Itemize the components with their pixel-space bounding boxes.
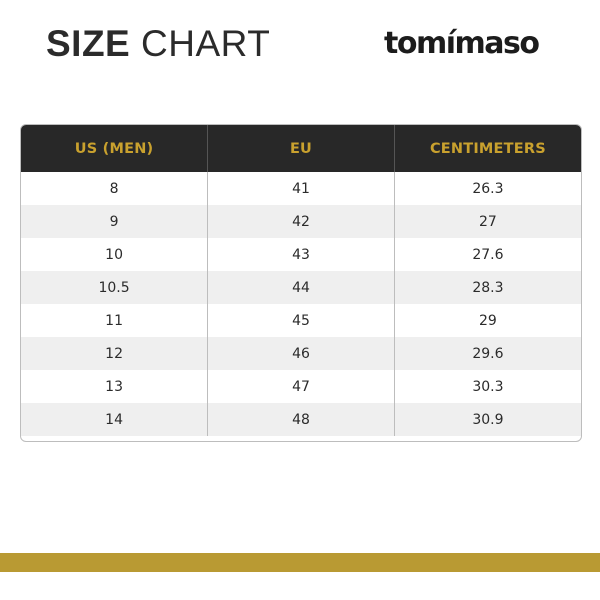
cell-eu-size: 48 — [207, 403, 395, 436]
brand-logo: tomímaso — [384, 26, 540, 61]
table-body: 8 41 26.3 9 42 27 10 43 27.6 10.5 44 — [21, 172, 581, 436]
size-table: US (MEN) EU CENTIMETERS 8 41 26.3 9 42 2… — [21, 125, 581, 436]
page-title: SIZE CHART — [46, 22, 270, 66]
cell-eu-size: 43 — [207, 238, 395, 271]
cell-us-size: 10.5 — [21, 271, 209, 304]
cell-us-size: 11 — [21, 304, 209, 337]
table-row: 12 46 29.6 — [21, 337, 581, 370]
table-row: 10 43 27.6 — [21, 238, 581, 271]
cell-centimeters: 28.3 — [394, 271, 581, 304]
cell-centimeters: 29.6 — [394, 337, 581, 370]
column-header-us-men: US (MEN) — [21, 125, 209, 172]
table-row: 11 45 29 — [21, 304, 581, 337]
cell-us-size: 13 — [21, 370, 209, 403]
cell-eu-size: 44 — [207, 271, 395, 304]
cell-eu-size: 46 — [207, 337, 395, 370]
cell-centimeters: 29 — [394, 304, 581, 337]
cell-us-size: 14 — [21, 403, 209, 436]
cell-us-size: 12 — [21, 337, 209, 370]
column-header-eu: EU — [207, 125, 395, 172]
column-header-centimeters: CENTIMETERS — [394, 125, 581, 172]
table-row: 14 48 30.9 — [21, 403, 581, 436]
table-row: 9 42 27 — [21, 205, 581, 238]
table-row: 8 41 26.3 — [21, 172, 581, 205]
table-row: 10.5 44 28.3 — [21, 271, 581, 304]
cell-centimeters: 27 — [394, 205, 581, 238]
cell-centimeters: 27.6 — [394, 238, 581, 271]
cell-centimeters: 30.9 — [394, 403, 581, 436]
cell-eu-size: 41 — [207, 172, 395, 205]
gold-accent-bar — [0, 553, 600, 572]
cell-eu-size: 45 — [207, 304, 395, 337]
cell-us-size: 9 — [21, 205, 209, 238]
title-light-word: CHART — [141, 23, 271, 64]
cell-centimeters: 26.3 — [394, 172, 581, 205]
cell-eu-size: 42 — [207, 205, 395, 238]
cell-us-size: 10 — [21, 238, 209, 271]
title-bold-word: SIZE — [46, 23, 131, 64]
cell-us-size: 8 — [21, 172, 209, 205]
cell-eu-size: 47 — [207, 370, 395, 403]
table-header: US (MEN) EU CENTIMETERS — [21, 125, 581, 172]
size-table-container: US (MEN) EU CENTIMETERS 8 41 26.3 9 42 2… — [20, 124, 582, 442]
header-row: US (MEN) EU CENTIMETERS — [21, 125, 581, 172]
table-row: 13 47 30.3 — [21, 370, 581, 403]
cell-centimeters: 30.3 — [394, 370, 581, 403]
